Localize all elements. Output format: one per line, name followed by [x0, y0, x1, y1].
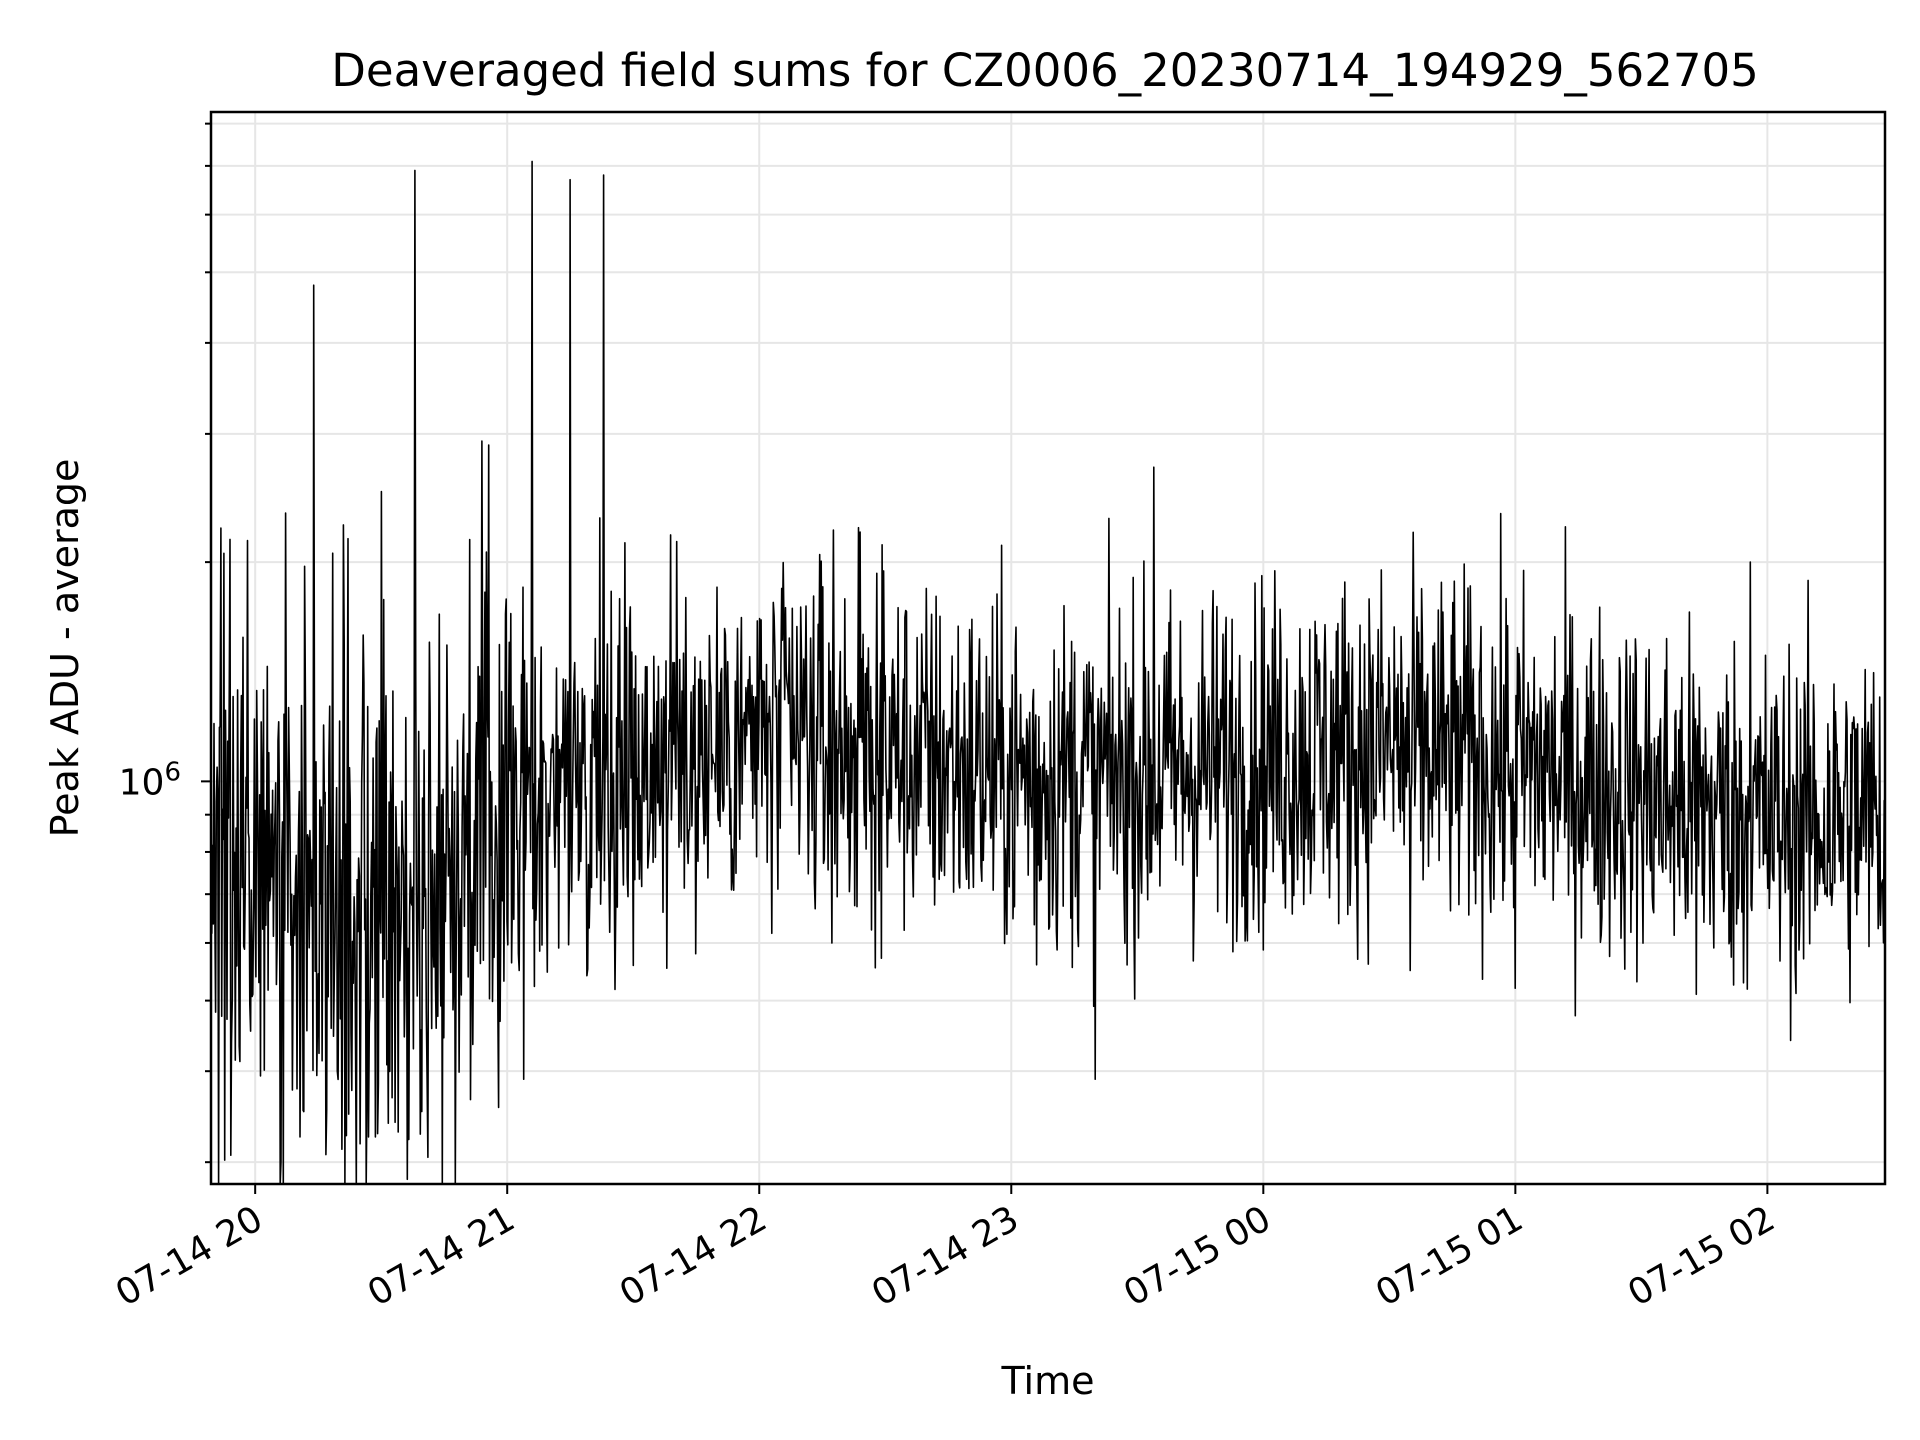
chart-title: Deaveraged field sums for CZ0006_2023071…	[331, 44, 1758, 97]
series-line	[210, 160, 1886, 1185]
x-axis-label: Time	[1001, 1359, 1095, 1403]
plot-frame	[209, 110, 1887, 1186]
y-axis-label: Peak ADU - average	[43, 459, 87, 838]
